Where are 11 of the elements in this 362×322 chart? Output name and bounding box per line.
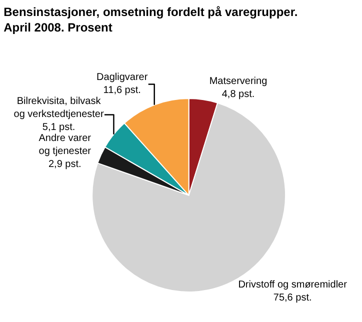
slice-label: Dagligvarer	[96, 72, 148, 84]
slice-label: Matservering	[209, 76, 268, 87]
slice-label: Andre varer og tjenester	[38, 133, 92, 158]
data-label: 75,6 pst.	[273, 292, 312, 304]
data-label: 4,8 pst.	[222, 88, 255, 100]
data-label: 5,1 pst.	[42, 122, 76, 134]
data-label: 11,6 pst.	[103, 85, 141, 96]
chart-title: Bensinstasjoner, omsetning fordelt på varegrupper. April 2008. Prosent	[4, 5, 298, 35]
slice-label: Drivstoff og smøremidler	[238, 279, 348, 290]
data-label: 2,9 pst.	[48, 159, 82, 170]
slice-label: Bilrekvisita, bilvask og verkstedtjenester	[14, 96, 104, 120]
